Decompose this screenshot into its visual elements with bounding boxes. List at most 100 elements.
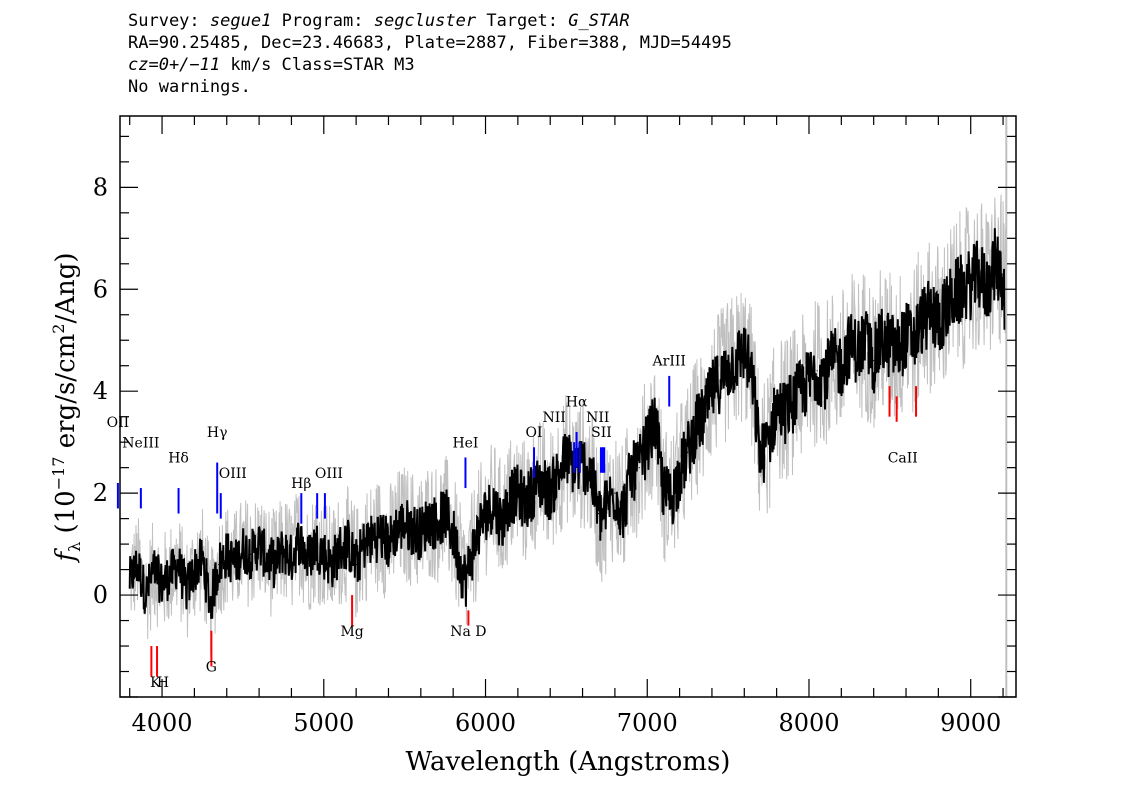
flux-point xyxy=(921,319,923,321)
flux-point xyxy=(274,563,276,566)
x-tick-label: 4000 xyxy=(132,709,193,737)
flux-point xyxy=(465,579,467,581)
flux-point xyxy=(525,502,527,504)
flux-point xyxy=(258,543,260,545)
flux-point xyxy=(339,548,341,550)
flux-point xyxy=(307,558,309,561)
spectral-line-label: OI xyxy=(526,425,543,441)
survey-value: segue1 xyxy=(209,11,272,31)
flux-point xyxy=(371,538,373,540)
spectral-lines-layer: OIINeIIIHδHγOIIIHβOIIIHeIOINIIHαNIISIIAr… xyxy=(107,354,918,691)
spectral-line-label: Hγ xyxy=(207,425,228,441)
x-tick-label: 6000 xyxy=(455,709,516,737)
flux-point xyxy=(751,380,754,382)
x-axis-title: Wavelength (Angstroms) xyxy=(406,747,731,777)
flux-point xyxy=(970,283,972,285)
flux-point xyxy=(452,533,454,535)
x-tick-label: 5000 xyxy=(293,709,354,737)
flux-point xyxy=(913,339,915,341)
y-axis-units: erg/s/cm xyxy=(51,334,81,457)
header-line-survey: Survey: segue1 Program: segcluster Targe… xyxy=(128,10,732,32)
y-axis-symbol-sub: λ xyxy=(65,542,84,552)
flux-point xyxy=(905,334,907,336)
y-axis-exponent-2: 2 xyxy=(49,324,68,334)
flux-point xyxy=(662,492,665,494)
flux-point xyxy=(226,553,228,555)
flux-point xyxy=(601,518,603,520)
flux-point xyxy=(509,497,511,499)
flux-point xyxy=(598,512,600,515)
flux-point xyxy=(460,569,462,571)
spectral-line-label: Hα xyxy=(566,395,588,411)
flux-point xyxy=(582,462,584,464)
flux-point xyxy=(743,349,745,351)
spectral-line-label: NII xyxy=(586,410,609,426)
program-value: segcluster xyxy=(373,11,477,31)
flux-point xyxy=(824,375,826,377)
spectral-line-label: NII xyxy=(542,410,565,426)
flux-point xyxy=(290,558,292,561)
flux-point xyxy=(953,293,956,295)
flux-point xyxy=(347,543,349,545)
flux-point xyxy=(679,472,681,474)
header-line-redshift: cz=0+/−11 km/s Class=STAR M3 xyxy=(128,54,732,76)
flux-point xyxy=(493,502,495,504)
flux-point xyxy=(404,523,406,525)
flux-point xyxy=(137,563,139,566)
flux-point xyxy=(412,528,414,530)
spectrum-header: Survey: segue1 Program: segcluster Targe… xyxy=(128,10,732,98)
flux-point xyxy=(557,472,559,474)
spectral-line-label: H xyxy=(157,675,169,691)
flux-point xyxy=(484,512,487,515)
flux-point xyxy=(468,563,470,566)
y-tick-label: 2 xyxy=(93,479,108,507)
cz-rest: km/s Class=STAR M3 xyxy=(220,55,415,75)
spectral-line-label: Hβ xyxy=(291,476,311,492)
flux-point xyxy=(735,360,737,362)
flux-point xyxy=(234,563,236,566)
flux-point xyxy=(994,263,996,265)
x-tick-label: 9000 xyxy=(940,709,1001,737)
flux-point xyxy=(711,390,713,392)
flux-point xyxy=(945,309,948,311)
survey-label: Survey: xyxy=(128,11,200,31)
y-axis-units-end: /Ang) xyxy=(51,252,81,323)
spectral-line-label: OII xyxy=(107,415,130,431)
flux-point xyxy=(727,370,729,372)
flux-point xyxy=(687,451,689,453)
flux-point xyxy=(315,543,317,545)
flux-point xyxy=(355,563,357,566)
flux-point xyxy=(978,273,980,275)
spectral-line-label: SII xyxy=(591,425,612,441)
flux-point xyxy=(606,502,608,504)
flux-point xyxy=(153,569,155,571)
flux-point xyxy=(614,492,616,494)
flux-point xyxy=(889,344,891,346)
flux-point xyxy=(816,370,818,372)
flux-noise-layer xyxy=(129,194,1007,655)
y-tick-label: 4 xyxy=(93,377,108,405)
flux-point xyxy=(129,579,131,581)
flux-point xyxy=(937,319,940,321)
flux-point xyxy=(266,558,268,561)
flux-point xyxy=(962,288,964,290)
flux-point xyxy=(808,380,810,382)
flux-point xyxy=(767,441,770,443)
flux-point xyxy=(541,482,543,484)
spectral-line-label: CaII xyxy=(888,451,918,467)
x-tick-label: 7000 xyxy=(617,709,678,737)
flux-point xyxy=(282,548,284,550)
flux-point xyxy=(379,533,381,535)
flux-point xyxy=(501,523,503,525)
flux-point xyxy=(161,584,163,586)
flux-point xyxy=(719,380,721,382)
x-tick-label: 8000 xyxy=(778,709,839,737)
cz-value: cz=0+/−11 xyxy=(128,55,221,75)
flux-point xyxy=(169,574,171,576)
flux-point xyxy=(420,533,422,535)
flux-point xyxy=(298,538,301,540)
flux-point xyxy=(703,416,705,418)
flux-point xyxy=(848,344,851,346)
flux-point xyxy=(517,492,519,494)
spectral-line-label: Mg xyxy=(340,624,363,640)
